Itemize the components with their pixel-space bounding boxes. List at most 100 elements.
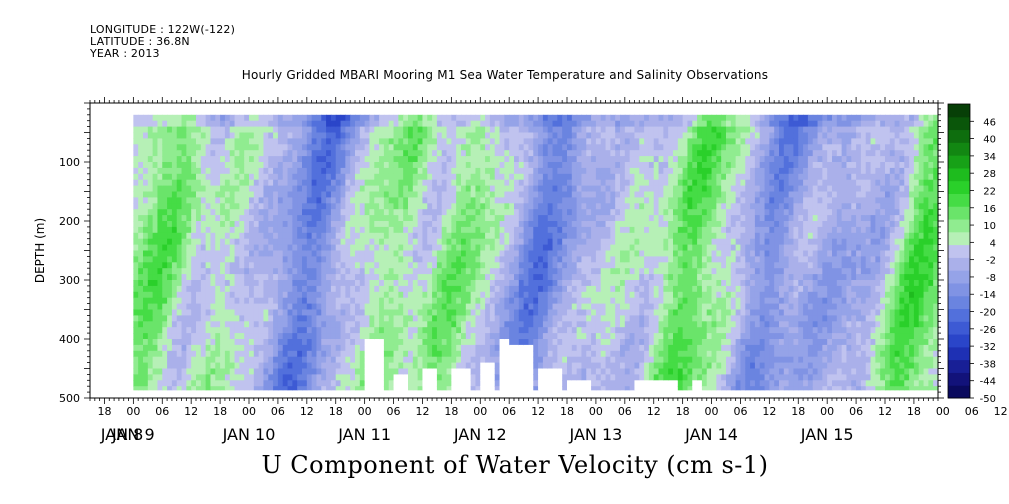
heatmap-cell [509, 114, 515, 122]
heatmap-cell [234, 197, 240, 204]
heatmap-cell [311, 185, 318, 193]
heatmap-cell [514, 221, 520, 228]
heatmap-cell [461, 179, 467, 187]
heatmap-cell [504, 203, 510, 210]
heatmap-cell [432, 362, 438, 370]
heatmap-cell [200, 250, 207, 257]
heatmap-cell [398, 167, 404, 175]
heatmap-cell [215, 150, 221, 157]
heatmap-cell [249, 238, 255, 246]
heatmap-cell [499, 226, 505, 234]
heatmap-cell [552, 156, 558, 163]
heatmap-cell [311, 244, 318, 252]
heatmap-cell [350, 150, 356, 157]
heatmap-cell [432, 268, 438, 275]
heatmap-cell [205, 203, 212, 210]
heatmap-cell [302, 374, 308, 381]
heatmap-cell [263, 327, 269, 334]
heatmap-cell [615, 368, 621, 375]
heatmap-cell [504, 368, 510, 375]
heatmap-cell [470, 144, 477, 151]
heatmap-cell [277, 297, 284, 305]
heatmap-cell [297, 344, 303, 352]
heatmap-cell [330, 144, 337, 151]
heatmap-cell [465, 144, 472, 151]
heatmap-cell [422, 221, 428, 228]
heatmap-cell [600, 114, 607, 122]
heatmap-cell [326, 309, 332, 316]
heatmap-cell [316, 274, 322, 281]
heatmap-cell [514, 244, 520, 252]
heatmap-cell [624, 209, 631, 216]
heatmap-cell [615, 274, 621, 281]
heatmap-cell [355, 250, 361, 257]
heatmap-cell [542, 238, 549, 246]
heatmap-cell [475, 256, 481, 263]
heatmap-cell [523, 250, 530, 257]
heatmap-cell [224, 274, 231, 281]
heatmap-cell [408, 321, 414, 328]
heatmap-cell [181, 250, 187, 257]
heatmap-cell [359, 232, 366, 240]
heatmap-cell [412, 191, 419, 198]
heatmap-cell [408, 179, 414, 187]
heatmap-cell [610, 333, 616, 340]
heatmap-cell [528, 150, 534, 157]
heatmap-cell [629, 297, 636, 305]
heatmap-cell [191, 321, 197, 328]
heatmap-cell [297, 339, 303, 346]
heatmap-cell [244, 114, 250, 122]
heatmap-cell [345, 173, 351, 181]
heatmap-cell [321, 303, 327, 311]
heatmap-cell [167, 144, 173, 151]
heatmap-cell [576, 126, 583, 134]
heatmap-cell [359, 156, 366, 163]
heatmap-cell [432, 256, 438, 263]
heatmap-cell [200, 386, 207, 391]
heatmap-cell [417, 368, 424, 375]
heatmap-cell [340, 132, 346, 139]
heatmap-cell [379, 209, 385, 216]
heatmap-cell [379, 215, 385, 222]
heatmap-cell [581, 374, 587, 381]
heatmap-cell [210, 297, 216, 305]
heatmap-cell [600, 297, 607, 305]
heatmap-cell [244, 285, 250, 293]
heatmap-cell [403, 291, 409, 299]
heatmap-cell [422, 162, 428, 169]
heatmap-cell [605, 280, 611, 287]
heatmap-cell [152, 262, 159, 269]
heatmap-cell [205, 356, 212, 364]
heatmap-cell [162, 362, 168, 370]
heatmap-cell [576, 203, 583, 210]
heatmap-cell [205, 215, 212, 222]
heatmap-cell [191, 191, 197, 198]
heatmap-cell [422, 297, 428, 305]
heatmap-cell [244, 268, 250, 275]
heatmap-cell [196, 344, 202, 352]
heatmap-cell [176, 226, 183, 234]
heatmap-cell [321, 120, 327, 128]
heatmap-cell [624, 368, 631, 375]
heatmap-cell [224, 291, 231, 299]
heatmap-cell [629, 126, 636, 134]
heatmap-cell [258, 144, 265, 151]
heatmap-cell [355, 256, 361, 263]
heatmap-cell [514, 280, 520, 287]
heatmap-cell [480, 162, 486, 169]
heatmap-cell [287, 203, 293, 210]
heatmap-cell [253, 380, 260, 387]
heatmap-cell [581, 156, 587, 163]
heatmap-cell [138, 114, 144, 122]
heatmap-cell [253, 350, 260, 358]
heatmap-cell [152, 167, 159, 175]
heatmap-cell [229, 291, 236, 299]
heatmap-cell [268, 167, 274, 175]
heatmap-cell [436, 374, 443, 381]
heatmap-cell [595, 315, 602, 322]
heatmap-cell [624, 285, 631, 293]
heatmap-cell [350, 356, 356, 364]
heatmap-cell [441, 262, 448, 269]
heatmap-cell [480, 120, 486, 128]
heatmap-cell [629, 156, 636, 163]
